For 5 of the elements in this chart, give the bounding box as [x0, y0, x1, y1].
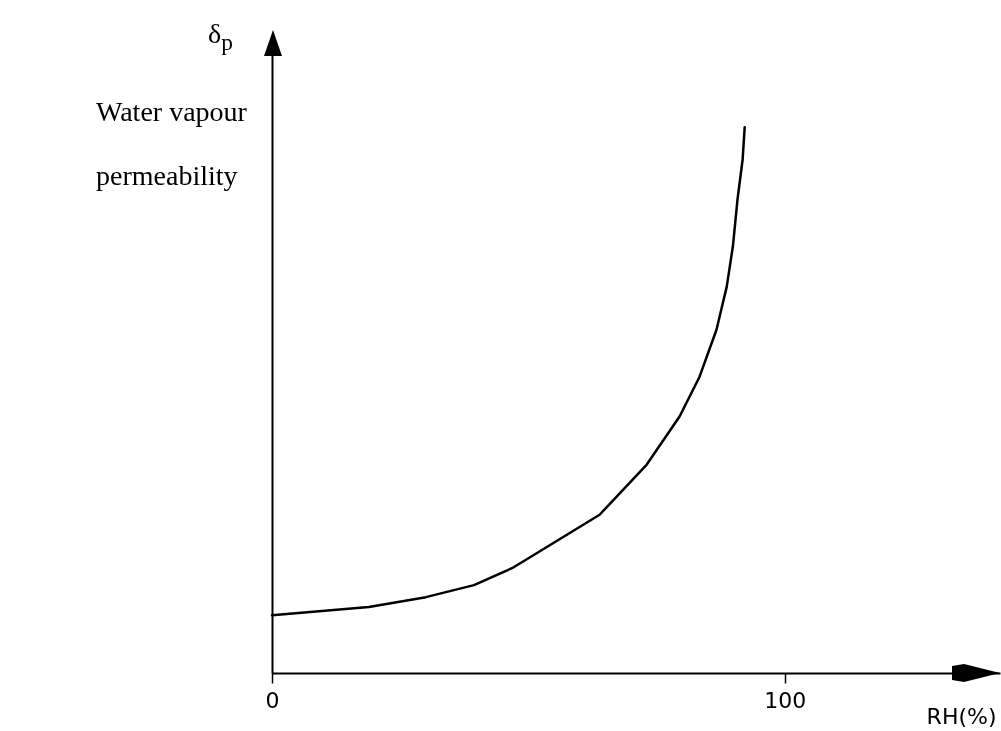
- y-axis-title: δ$_{p}$: [208, 18, 233, 56]
- text: Water vapour permeability: [96, 95, 248, 193]
- x-axis-title: RH(%): [926, 703, 997, 729]
- x-tick-label: 100: [764, 687, 807, 713]
- x-tick-label: 0: [265, 687, 280, 713]
